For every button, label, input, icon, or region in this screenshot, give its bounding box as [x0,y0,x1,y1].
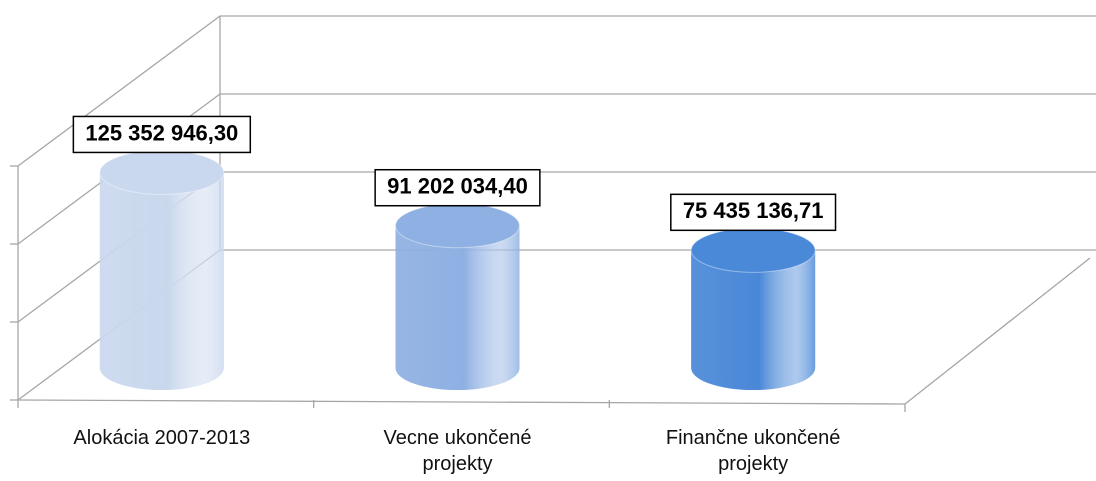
value-label-box [374,168,541,207]
floor-right [904,257,1091,405]
floor-front [17,399,906,405]
cylinder [395,203,520,391]
x-tick-label: Alokácia 2007-2013 [73,427,251,449]
cylinder-top [99,149,225,195]
grid-line [17,93,1096,245]
x-tick-label: Finančne ukončené projekty [665,427,841,475]
value-label: 125 352 946,30 [85,120,238,145]
cylinder-body [99,172,224,390]
cylinder-body [395,225,520,391]
x-tick-label: Vecne ukončené projekty [383,427,532,475]
value-label: 91 202 034,40 [387,174,528,199]
cylinder-tint [691,250,816,391]
cylinder-body [691,250,816,391]
cylinder [690,227,816,391]
cylinder-tint [395,225,520,391]
cylinder-tint [99,172,224,390]
value-label: 75 435 136,71 [683,198,824,223]
cylinder [99,149,225,390]
value-label-box [72,115,252,154]
value-label-box [670,193,837,232]
cylinder-top [395,203,520,249]
cylinder-top [690,227,816,273]
